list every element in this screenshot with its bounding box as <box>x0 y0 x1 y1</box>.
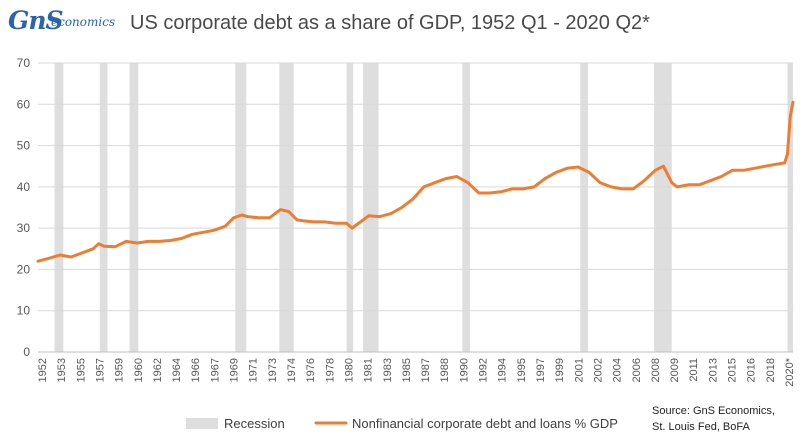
x-tick-label: 1985 <box>401 358 413 382</box>
recession-band <box>462 63 471 352</box>
legend-series-label: Nonfinancial corporate debt and loans % … <box>352 416 618 431</box>
recession-band <box>54 63 64 352</box>
chart-title: US corporate debt as a share of GDP, 195… <box>130 12 650 34</box>
y-tick-label: 0 <box>23 345 30 359</box>
gridlines <box>38 62 793 353</box>
recession-band <box>363 63 379 352</box>
x-tick-label: 1967 <box>209 358 221 382</box>
recession-band <box>129 63 139 352</box>
x-tick-label: 1957 <box>94 358 106 382</box>
x-tick-label: 1992 <box>478 358 490 382</box>
y-tick-label: 50 <box>17 139 31 153</box>
x-tick-label: 1969 <box>229 358 241 382</box>
x-tick-label: 2013 <box>707 358 719 382</box>
recession-band <box>654 63 672 352</box>
x-tick-label: 1955 <box>75 358 87 382</box>
source-note: Source: GnS Economics, St. Louis Fed, Bo… <box>652 403 775 435</box>
series-layer <box>36 100 795 263</box>
legend: Recession Nonfinancial corporate debt an… <box>186 416 618 431</box>
y-tick-label: 10 <box>17 304 31 318</box>
y-tick-label: 60 <box>17 97 31 111</box>
x-tick-label: 2006 <box>631 358 643 382</box>
x-tick-label: 2011 <box>688 358 700 382</box>
recession-band <box>99 63 108 352</box>
series-line <box>36 100 795 263</box>
x-tick-label: 2008 <box>650 358 662 382</box>
x-tick-label: 2016 <box>746 358 758 382</box>
y-axis: 0 10 20 30 40 50 60 70 <box>17 56 31 359</box>
x-tick-label: 1978 <box>324 358 336 382</box>
y-tick-label: 40 <box>17 180 31 194</box>
x-tick-label: 2004 <box>612 358 624 382</box>
legend-recession-swatch <box>186 418 218 429</box>
recession-band <box>580 63 588 352</box>
x-tick-label: 1952 <box>37 358 49 382</box>
x-tick-label: 1960 <box>133 358 145 382</box>
recession-bands <box>54 63 793 352</box>
y-tick-label: 30 <box>17 221 31 235</box>
x-tick-label: 1962 <box>152 358 164 382</box>
x-tick-label: 1973 <box>267 358 279 382</box>
y-tick-label: 70 <box>17 56 31 70</box>
x-tick-label: 1966 <box>190 358 202 382</box>
x-tick-label: 1976 <box>305 358 317 382</box>
x-tick-label: 1971 <box>248 358 260 382</box>
x-tick-label: 1983 <box>382 358 394 382</box>
source-line-2: St. Louis Fed, BoFA <box>652 421 750 433</box>
recession-band <box>787 63 793 352</box>
y-tick-label: 20 <box>17 262 31 276</box>
gns-logo: GnS economics <box>8 6 118 40</box>
x-tick-label: 1959 <box>114 358 126 382</box>
logo-subtext: economics <box>51 15 116 29</box>
source-line-1: Source: GnS Economics, <box>652 405 775 417</box>
x-tick-label: 1999 <box>554 358 566 382</box>
x-tick-label: 1964 <box>171 358 183 382</box>
x-tick-label: 1988 <box>439 358 451 382</box>
x-tick-label: 1981 <box>363 358 375 382</box>
x-axis: 1952 1953 1955 1957 1959 1960 1962 1964 1966 1967… <box>37 357 796 386</box>
recession-band <box>346 63 354 352</box>
recession-band <box>279 63 294 352</box>
x-tick-label: 1953 <box>56 358 68 382</box>
recession-band <box>235 63 247 352</box>
legend-recession-label: Recession <box>224 416 285 431</box>
logo-wordmark: GnS <box>8 6 64 35</box>
x-tick-label: 1980 <box>343 358 355 382</box>
x-tick-label: 2018 <box>765 358 777 382</box>
x-tick-label: 1987 <box>420 358 432 382</box>
x-tick-label: 1995 <box>516 358 528 382</box>
x-tick-label: 2001 <box>573 358 585 382</box>
x-tick-label: 2015 <box>727 358 739 382</box>
x-tick-label: 1994 <box>497 358 509 382</box>
x-tick-label: 2002 <box>592 358 604 382</box>
x-tick-label: 1997 <box>535 358 547 382</box>
x-tick-label: 2020* <box>784 357 796 386</box>
x-tick-label: 1974 <box>286 358 298 382</box>
x-tick-label: 2009 <box>669 358 681 382</box>
x-tick-label: 1990 <box>458 358 470 382</box>
